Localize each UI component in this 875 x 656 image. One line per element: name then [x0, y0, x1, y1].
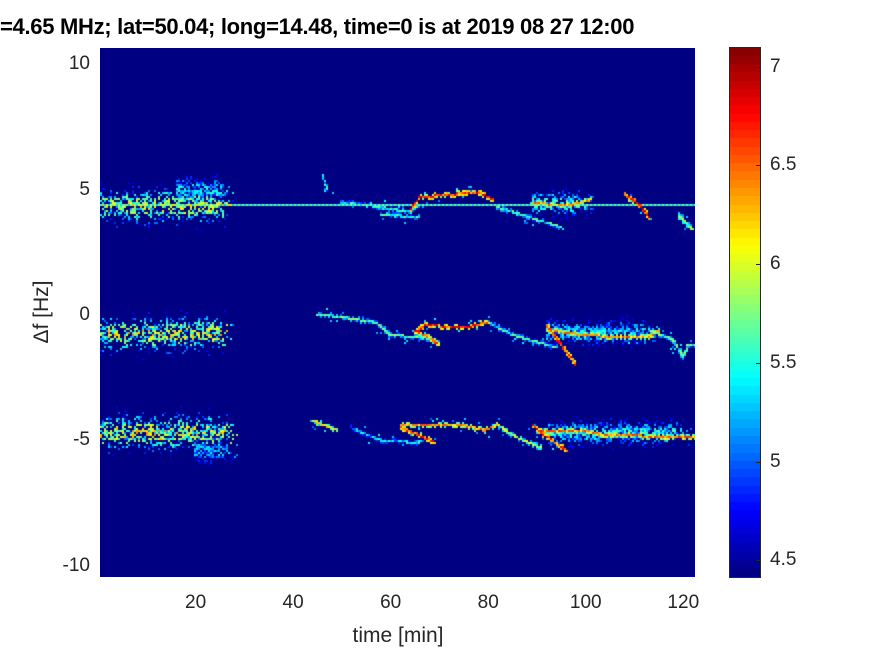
colorbar-tick-label: 6.5	[770, 154, 797, 176]
x-tick-label: 80	[477, 592, 499, 613]
colorbar-tick-label: 5	[770, 450, 781, 472]
colorbar-tick-label: 7	[770, 55, 781, 77]
y-tick-label: 5	[79, 178, 90, 200]
colorbar-tick-mark	[756, 165, 761, 167]
y-tick-label: -10	[62, 554, 90, 576]
spectrogram-heatmap	[100, 48, 695, 577]
y-tick-label: 10	[68, 53, 90, 75]
x-tick-label: 40	[282, 592, 304, 613]
colorbar-tick-label: 5.5	[770, 351, 797, 373]
y-tick-label: -5	[73, 429, 90, 451]
colorbar-tick-mark	[756, 461, 761, 463]
colorbar-tick-mark	[756, 66, 761, 68]
colorbar-tick-mark	[756, 560, 761, 562]
x-tick-label: 20	[185, 592, 207, 613]
colorbar-tick-label: 4.5	[770, 549, 797, 571]
x-tick-label: 100	[569, 592, 602, 613]
x-tick-label: 60	[380, 592, 402, 613]
colorbar-tick-mark	[756, 362, 761, 364]
y-tick-label: 0	[79, 304, 90, 325]
colorbar	[729, 47, 761, 578]
x-axis-label: time [min]	[352, 624, 444, 647]
y-axis-label: Δf [Hz]	[30, 280, 53, 344]
colorbar-tick-mark	[756, 264, 761, 266]
x-tick-label: 120	[667, 592, 700, 613]
colorbar-tick-label: 6	[770, 253, 781, 275]
chart-title: =4.65 MHz; lat=50.04; long=14.48, time=0…	[0, 14, 635, 39]
